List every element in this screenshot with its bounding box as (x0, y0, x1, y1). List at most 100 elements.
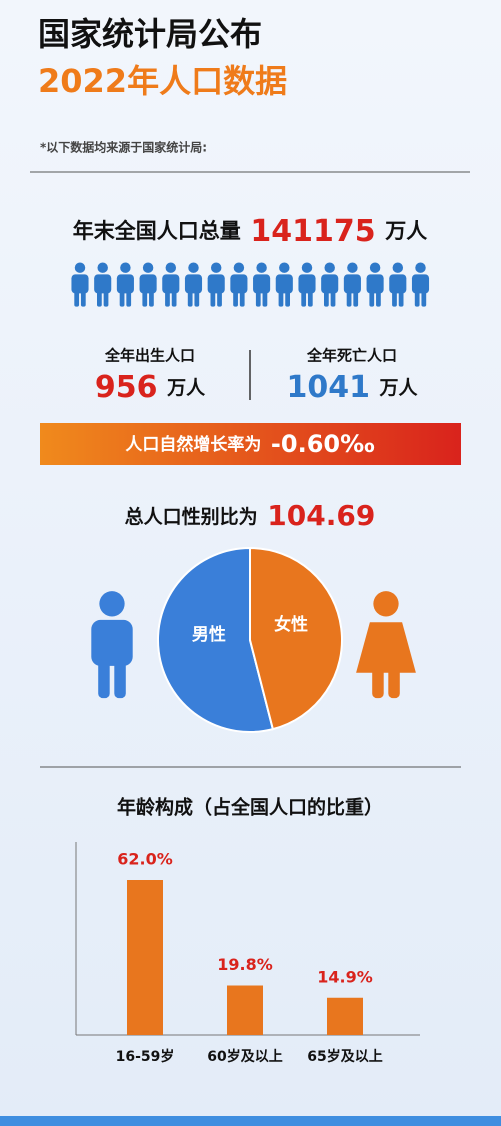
pie-slice (157, 546, 275, 733)
leg (142, 290, 148, 307)
category-label: 16-59岁 (116, 1048, 175, 1065)
bar-title: 年龄构成（占全国人口的比重） (117, 796, 383, 819)
leg (255, 290, 261, 307)
head (142, 262, 154, 273)
leg (97, 290, 102, 307)
leg (80, 290, 86, 307)
head (210, 262, 222, 273)
leg (149, 290, 154, 307)
pie-label: 女性 (274, 614, 308, 635)
growth-value: -0.60‰ (271, 430, 375, 458)
bar (327, 997, 363, 1035)
person-icon (162, 262, 180, 307)
person-icon (116, 262, 134, 307)
leg (171, 290, 177, 307)
leg (262, 290, 268, 307)
leg (324, 290, 329, 307)
leg (103, 290, 109, 307)
head (324, 262, 335, 273)
person-icon (298, 262, 316, 307)
leg (126, 290, 132, 307)
leg (372, 659, 384, 699)
total-value: 141175 (250, 214, 375, 249)
total-unit: 万人 (384, 219, 427, 243)
head (120, 262, 131, 273)
head (165, 262, 177, 273)
person-icon (343, 262, 361, 307)
person-icon (71, 262, 89, 307)
pie-slice (249, 546, 343, 731)
pie-chart: 男性 女性 (91, 546, 416, 733)
body (184, 274, 203, 294)
leg (119, 290, 125, 307)
person-icon (139, 262, 157, 307)
body (275, 274, 293, 294)
person-icon (207, 262, 225, 307)
people-icons (71, 262, 430, 307)
head (373, 591, 399, 617)
total-label: 年末全国人口总量 (73, 219, 241, 243)
person-icon (356, 591, 416, 699)
leg (187, 290, 193, 307)
head (279, 262, 290, 273)
head (74, 262, 86, 273)
value-label: 14.9% (317, 967, 373, 986)
leg (74, 290, 80, 307)
growth-line: 人口自然增长率为 -0.60‰ (125, 430, 375, 458)
bottom-strip (0, 1116, 501, 1126)
growth-label: 人口自然增长率为 (125, 434, 261, 455)
bar (227, 985, 263, 1035)
body (116, 274, 134, 294)
person-icon (253, 262, 271, 307)
body (230, 274, 248, 294)
leg (414, 290, 420, 307)
leg (301, 290, 307, 307)
leg (194, 290, 200, 307)
person-icon (321, 262, 339, 307)
body (139, 274, 157, 294)
leg (376, 290, 381, 307)
births-line: 956 万人 (95, 370, 206, 405)
leg (369, 290, 375, 307)
note: *以下数据均来源于国家统计局: (40, 140, 207, 155)
total-line: 年末全国人口总量 141175 万人 (73, 214, 427, 249)
bar (127, 880, 163, 1035)
person-icon (389, 262, 407, 307)
title: 国家统计局公布 (38, 15, 262, 53)
body (356, 622, 416, 673)
leg (278, 290, 284, 307)
leg (210, 290, 216, 307)
person-icon (366, 262, 384, 307)
bar-chart: 62.0% 16-59岁 19.8% 60岁及以上 14.9% 65岁及以上 (75, 842, 420, 1065)
body (71, 274, 89, 294)
sex-ratio-label: 总人口性别比为 (125, 505, 258, 528)
leg (285, 290, 290, 307)
body (298, 274, 316, 294)
births-label: 全年出生人口 (104, 347, 195, 365)
category-label: 65岁及以上 (307, 1048, 382, 1065)
leg (239, 290, 245, 307)
leg (330, 290, 336, 307)
head (301, 262, 313, 273)
person-icon (275, 262, 293, 307)
births-unit: 万人 (166, 377, 206, 399)
body (91, 619, 133, 666)
body (253, 274, 271, 294)
head (392, 262, 404, 273)
head (369, 262, 381, 273)
body (366, 274, 384, 294)
person-icon (94, 262, 112, 307)
body (343, 274, 361, 294)
head (233, 262, 245, 273)
births-value: 956 (95, 370, 158, 405)
leg (165, 290, 170, 307)
head (188, 262, 199, 273)
head (99, 591, 125, 617)
leg (307, 290, 313, 307)
pie-label: 男性 (192, 624, 226, 645)
head (415, 262, 426, 273)
leg (353, 290, 359, 307)
leg (398, 290, 404, 307)
